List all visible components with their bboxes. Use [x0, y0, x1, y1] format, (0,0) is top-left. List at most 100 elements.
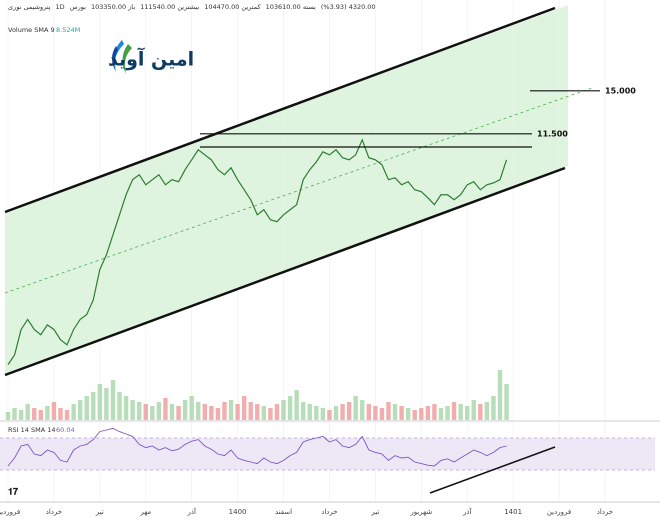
- volume-value: 8.524M: [56, 26, 80, 34]
- volume-bar: [373, 406, 378, 420]
- logo-icon: [112, 40, 132, 74]
- volume-bar: [478, 404, 483, 420]
- channel-midline: [4, 87, 593, 294]
- x-tick-label: تیر: [95, 508, 104, 516]
- x-tick-label: خرداد: [46, 508, 62, 516]
- volume-bar: [189, 396, 194, 420]
- rsi-trendline: [429, 446, 556, 494]
- volume-bar: [301, 402, 306, 420]
- price-pane: 11.500 15.000: [7, 86, 636, 365]
- volume-bar: [97, 384, 103, 420]
- volume-bar: [215, 408, 221, 420]
- header-item: کمترین 104470.00: [204, 3, 261, 11]
- volume-bar: [169, 404, 175, 420]
- x-tick-label: اسفند: [275, 508, 292, 516]
- volume-bar: [346, 402, 352, 420]
- x-tick-label: خرداد: [597, 508, 613, 516]
- x-tick-label: آذر: [462, 507, 472, 516]
- volume-bar: [222, 402, 227, 420]
- volume-bar: [117, 392, 122, 420]
- header-item: پتروشیمی نوری: [8, 3, 51, 11]
- volume-bar: [307, 404, 312, 420]
- header-item: باز 103350.00: [90, 3, 136, 11]
- rsi-value: 60.04: [56, 426, 75, 434]
- volume-bar: [77, 400, 83, 420]
- volume-bar: [274, 404, 280, 420]
- volume-bar: [235, 404, 240, 420]
- volume-bar: [432, 404, 437, 420]
- volume-bar: [399, 406, 404, 420]
- logo-text: امین آوید: [108, 47, 194, 71]
- volume-bar: [143, 404, 148, 420]
- volume-title: Volume SMA 9: [8, 26, 55, 34]
- x-tick-label: 1401: [504, 508, 522, 516]
- volume-bar: [71, 404, 76, 420]
- volume-bar: [12, 408, 17, 420]
- volume-bar: [58, 408, 63, 420]
- header-item: 1D: [55, 3, 65, 11]
- x-tick-label: شهریور: [409, 508, 432, 516]
- volume-bar: [18, 410, 24, 420]
- volume-bar: [228, 400, 234, 420]
- volume-bar: [182, 400, 188, 420]
- volume-bar: [445, 406, 450, 420]
- x-tick-label: آذر: [186, 507, 196, 516]
- volume-bar: [386, 402, 391, 420]
- rsi-pane: RSI 14 SMA 14 60.04: [0, 426, 655, 471]
- volume-bar: [353, 396, 358, 420]
- volume-bar: [360, 400, 365, 420]
- header-item: بیشترین 111540.00: [140, 3, 200, 11]
- volume-bar: [471, 400, 476, 420]
- volume-bar: [25, 404, 30, 420]
- volume-bar: [484, 402, 490, 420]
- volume-bar: [248, 402, 253, 420]
- volume-bar: [491, 396, 496, 420]
- x-tick-label: تیر: [370, 508, 379, 516]
- volume-bar: [38, 410, 43, 420]
- volume-bar: [209, 406, 214, 420]
- volume-bar: [156, 402, 162, 420]
- volume-bar: [64, 410, 70, 420]
- volume-bar: [255, 404, 260, 420]
- volume-bar: [438, 408, 444, 420]
- volume-bar: [163, 398, 168, 420]
- volume-bar: [281, 400, 286, 420]
- volume-bar: [314, 406, 319, 420]
- volume-bar: [333, 406, 339, 420]
- volume-bar: [287, 396, 293, 420]
- volume-bar: [32, 408, 37, 420]
- channel-upper: [4, 6, 556, 214]
- header-item: بورس: [69, 3, 86, 11]
- volume-bar: [51, 402, 57, 420]
- price-line: [7, 138, 508, 365]
- level-label: 11.500: [537, 129, 568, 138]
- volume-bar: [497, 370, 503, 420]
- volume-bar: [137, 402, 142, 420]
- volume-bar: [110, 380, 116, 420]
- volume-bar: [392, 404, 398, 420]
- volume-bar: [176, 406, 181, 420]
- volume-pane: Volume SMA 9 8.524M: [5, 26, 509, 420]
- x-tick-label: مهر: [139, 508, 151, 516]
- x-tick-label: 1400: [229, 508, 247, 516]
- volume-bar: [405, 408, 411, 420]
- volume-bar: [340, 404, 345, 420]
- volume-bar: [196, 402, 201, 420]
- volume-bar: [294, 390, 299, 420]
- volume-bar: [261, 406, 267, 420]
- volume-bar: [327, 410, 332, 420]
- level-label: 15.000: [605, 86, 636, 95]
- channel-lower: [4, 166, 566, 377]
- volume-bar: [241, 396, 247, 420]
- volume-bar: [104, 388, 109, 420]
- volume-bar: [412, 410, 417, 420]
- volume-bar: [458, 404, 463, 420]
- volume-bar: [504, 384, 509, 420]
- volume-bar: [451, 402, 457, 420]
- volume-bar: [45, 406, 50, 420]
- header-item: بسته 103610.00: [265, 3, 316, 11]
- volume-bar: [150, 406, 155, 420]
- x-tick-label: فروردین: [547, 508, 571, 516]
